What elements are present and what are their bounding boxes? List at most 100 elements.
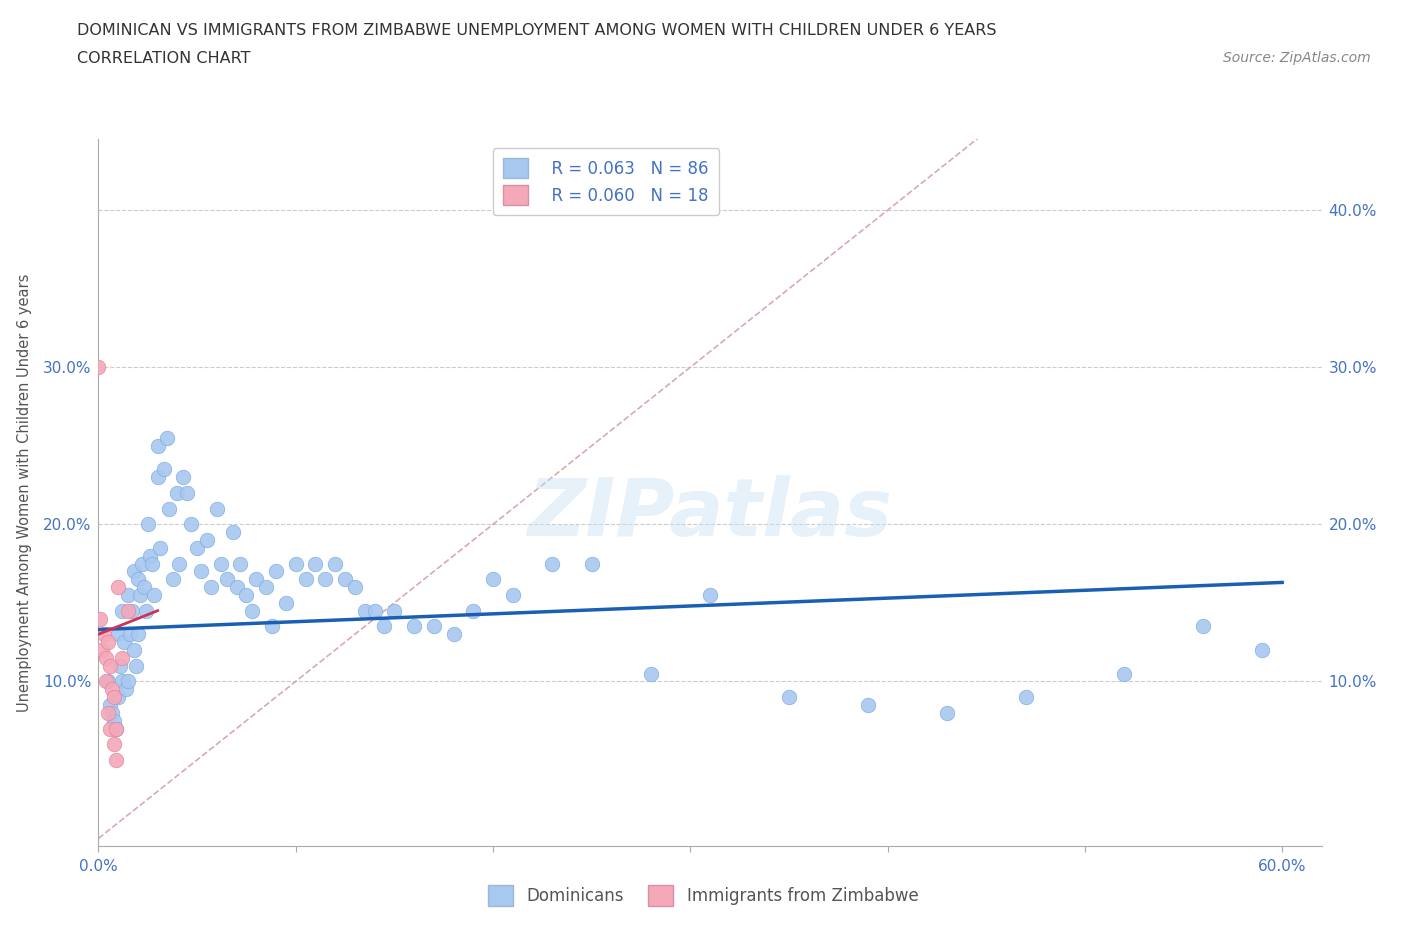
Point xyxy=(463,604,485,618)
Point xyxy=(156,431,179,445)
Text: ZIPatlas: ZIPatlas xyxy=(527,475,893,553)
Point xyxy=(112,634,135,649)
Point xyxy=(502,588,524,603)
Point xyxy=(159,501,181,516)
Point xyxy=(97,674,120,689)
Point xyxy=(284,556,307,571)
Point xyxy=(162,572,184,587)
Point xyxy=(373,619,395,634)
Point xyxy=(107,690,129,705)
Point xyxy=(117,674,139,689)
Point xyxy=(229,556,252,571)
Point xyxy=(131,556,153,571)
Point xyxy=(103,690,125,705)
Point xyxy=(91,643,114,658)
Point xyxy=(209,556,232,571)
Point xyxy=(235,588,257,603)
Point xyxy=(103,737,125,751)
Point xyxy=(260,619,283,634)
Point xyxy=(98,698,121,712)
Point xyxy=(97,705,120,720)
Point xyxy=(136,517,159,532)
Point xyxy=(96,674,118,689)
Point xyxy=(482,572,505,587)
Point xyxy=(245,572,267,587)
Point xyxy=(98,658,121,673)
Point xyxy=(146,438,169,453)
Point xyxy=(152,462,174,477)
Point xyxy=(108,658,131,673)
Point xyxy=(169,556,191,571)
Point xyxy=(146,470,169,485)
Point xyxy=(87,360,110,375)
Point xyxy=(1015,690,1038,705)
Point xyxy=(221,525,243,539)
Point xyxy=(111,650,134,665)
Point xyxy=(1251,643,1274,658)
Point xyxy=(363,604,385,618)
Point xyxy=(215,572,238,587)
Point xyxy=(205,501,228,516)
Point xyxy=(121,604,143,618)
Point xyxy=(111,604,134,618)
Point xyxy=(96,650,118,665)
Point xyxy=(125,658,148,673)
Point xyxy=(200,579,222,594)
Point xyxy=(195,533,218,548)
Point xyxy=(127,572,149,587)
Point xyxy=(103,713,125,728)
Point xyxy=(111,674,134,689)
Point xyxy=(581,556,603,571)
Text: CORRELATION CHART: CORRELATION CHART xyxy=(77,51,250,66)
Point xyxy=(1192,619,1215,634)
Point xyxy=(142,588,165,603)
Point xyxy=(778,690,800,705)
Point xyxy=(304,556,326,571)
Point xyxy=(93,627,115,642)
Point xyxy=(423,619,446,634)
Point xyxy=(699,588,721,603)
Point xyxy=(190,564,212,578)
Point xyxy=(1114,666,1136,681)
Point xyxy=(149,540,172,555)
Point xyxy=(105,721,128,736)
Point xyxy=(382,604,405,618)
Point xyxy=(274,595,297,610)
Point xyxy=(115,682,138,697)
Point xyxy=(264,564,287,578)
Point xyxy=(935,705,957,720)
Point xyxy=(443,627,465,642)
Point xyxy=(323,556,346,571)
Point xyxy=(127,627,149,642)
Point xyxy=(141,556,163,571)
Point xyxy=(132,579,155,594)
Point xyxy=(353,604,375,618)
Point xyxy=(240,604,263,618)
Y-axis label: Unemployment Among Women with Children Under 6 years: Unemployment Among Women with Children U… xyxy=(17,273,32,712)
Point xyxy=(122,564,145,578)
Legend: Dominicans, Immigrants from Zimbabwe: Dominicans, Immigrants from Zimbabwe xyxy=(481,879,925,912)
Point xyxy=(101,682,124,697)
Point xyxy=(166,485,188,500)
Point xyxy=(98,721,121,736)
Point xyxy=(180,517,202,532)
Point xyxy=(294,572,316,587)
Point xyxy=(343,579,366,594)
Point xyxy=(122,643,145,658)
Point xyxy=(138,549,160,564)
Point xyxy=(404,619,426,634)
Point xyxy=(107,579,129,594)
Point xyxy=(97,634,120,649)
Point xyxy=(640,666,662,681)
Point xyxy=(135,604,157,618)
Point xyxy=(101,705,124,720)
Point xyxy=(118,627,141,642)
Point xyxy=(105,752,128,767)
Legend:   R = 0.063   N = 86,   R = 0.060   N = 18: R = 0.063 N = 86, R = 0.060 N = 18 xyxy=(494,148,718,215)
Text: DOMINICAN VS IMMIGRANTS FROM ZIMBABWE UNEMPLOYMENT AMONG WOMEN WITH CHILDREN UND: DOMINICAN VS IMMIGRANTS FROM ZIMBABWE UN… xyxy=(77,23,997,38)
Point xyxy=(333,572,356,587)
Point xyxy=(107,627,129,642)
Point xyxy=(225,579,247,594)
Point xyxy=(117,588,139,603)
Point xyxy=(105,721,128,736)
